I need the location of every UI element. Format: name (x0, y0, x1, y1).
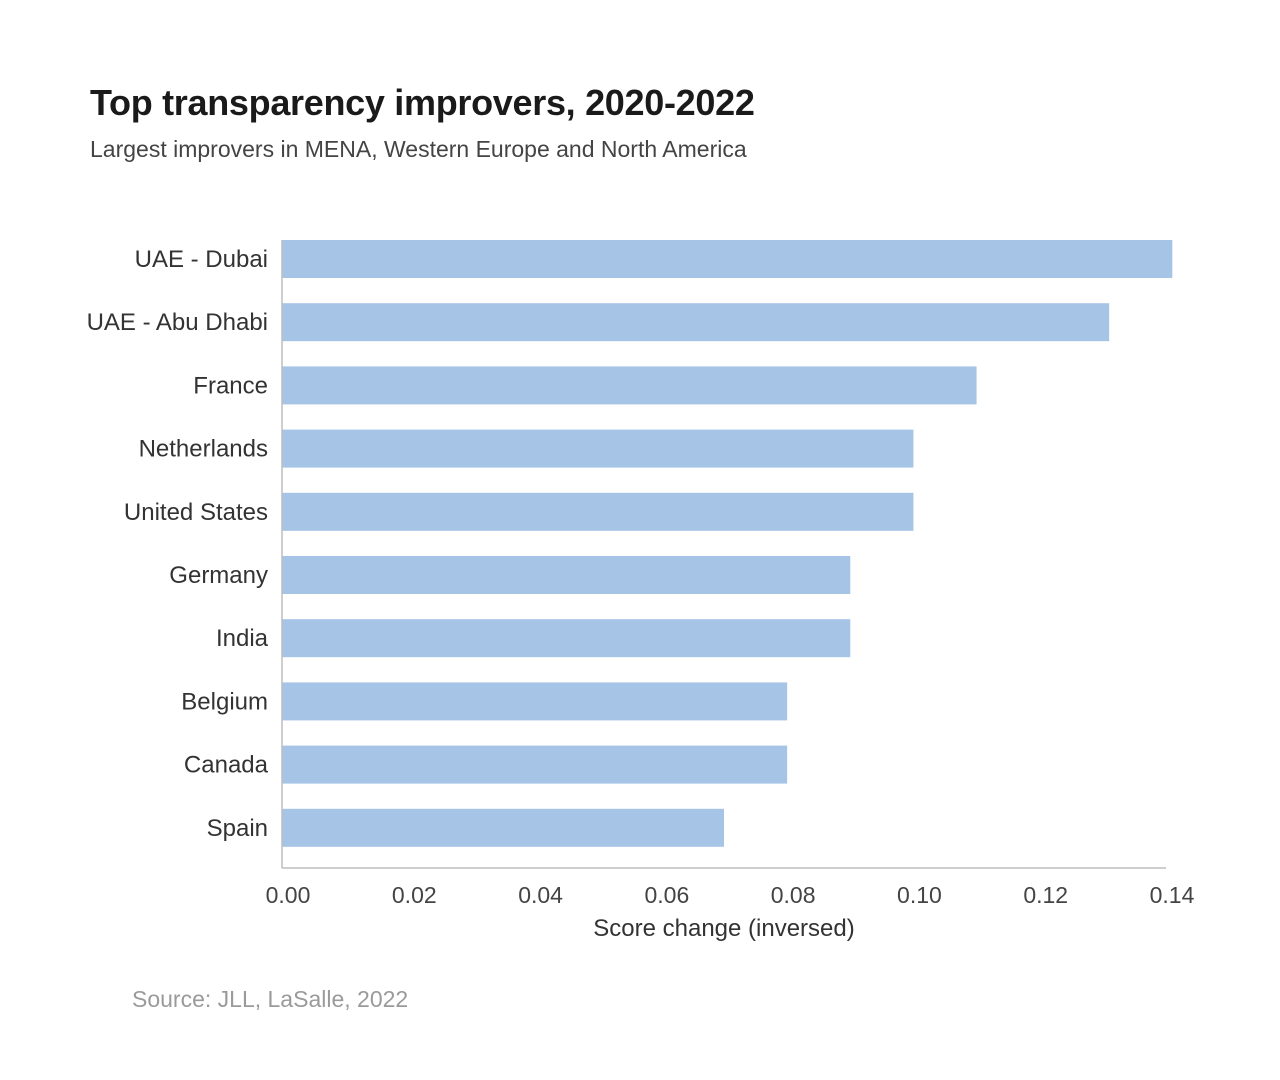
category-label: Belgium (181, 688, 268, 715)
category-labels: UAE - Dubai UAE - Abu Dhabi France Netherla… (87, 246, 269, 842)
category-label: Spain (207, 815, 268, 842)
x-tick-label: 0.12 (1023, 882, 1068, 908)
source-note: Source: JLL, LaSalle, 2022 (132, 986, 409, 1012)
category-label: Germany (169, 562, 268, 589)
bar-netherlands (282, 429, 914, 468)
category-label: United States (124, 499, 268, 526)
category-label: India (216, 625, 269, 652)
chart-subtitle: Largest improvers in MENA, Western Europ… (90, 136, 747, 162)
category-label: UAE - Abu Dhabi (87, 309, 268, 336)
bar-uae-abu-dhabi (282, 303, 1110, 342)
bar-france (282, 366, 977, 405)
x-tick-label: 0.10 (897, 882, 942, 908)
x-tick-label: 0.00 (266, 882, 311, 908)
x-tick-label: 0.04 (518, 882, 563, 908)
x-tick-label: 0.02 (392, 882, 437, 908)
bar-india (282, 619, 851, 658)
bar-canada (282, 745, 788, 784)
bar-belgium (282, 682, 788, 721)
category-label: UAE - Dubai (135, 246, 268, 273)
bars-group (282, 240, 1173, 847)
category-label: France (193, 372, 268, 399)
bar-united-states (282, 492, 914, 531)
x-tick-label: 0.08 (771, 882, 816, 908)
x-tick-label: 0.14 (1150, 882, 1195, 908)
bar-germany (282, 556, 851, 594)
category-label: Canada (184, 752, 269, 779)
bar-spain (282, 808, 724, 847)
x-tick-label: 0.06 (644, 882, 689, 908)
bar-uae-dubai (282, 240, 1173, 278)
x-axis-title: Score change (inversed) (593, 915, 854, 942)
x-tick-labels: 0.00 0.02 0.04 0.06 0.08 0.10 0.12 0.14 (266, 882, 1195, 908)
category-label: Netherlands (139, 436, 268, 463)
chart-title: Top transparency improvers, 2020-2022 (90, 82, 755, 123)
